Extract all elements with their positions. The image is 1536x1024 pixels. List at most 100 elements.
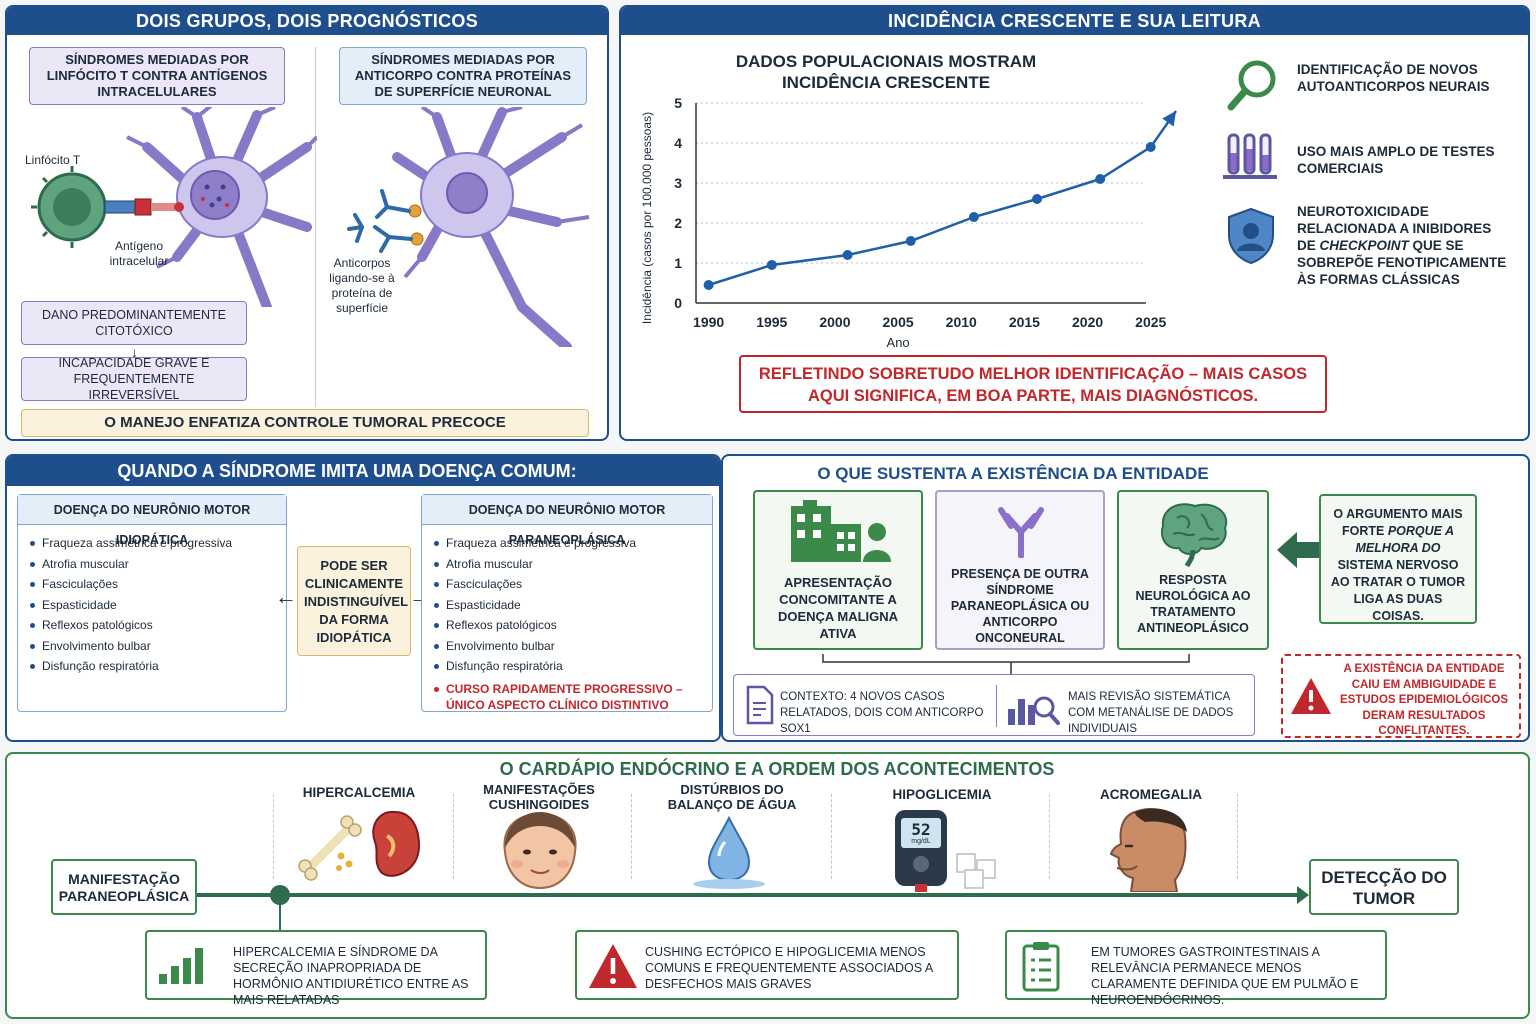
x-tick-label: 2000 bbox=[819, 314, 850, 330]
antibody-icon bbox=[998, 507, 1044, 558]
paraneoplastic-mnd-card: DOENÇA DO NEURÔNIO MOTOR PARANEOPLÁSICA … bbox=[421, 494, 713, 712]
antibodies-label: Anticorpos ligando-se à proteína de supe… bbox=[329, 256, 395, 315]
review-text: MAIS REVISÃO SISTEMÁTICA COM METANÁLISE … bbox=[1068, 691, 1234, 735]
ambiguity-warning: A EXISTÊNCIA DA ENTIDADE CAIU EM AMBIGUI… bbox=[1281, 654, 1521, 738]
item-hypercalcemia: HIPERCALCEMIA bbox=[302, 785, 416, 800]
evidence-treatment-response: RESPOSTA NEUROLÓGICA AO TRATAMENTO ANTIN… bbox=[1117, 490, 1269, 650]
test-tubes-icon bbox=[1223, 133, 1277, 179]
down-arrow: ↓ bbox=[131, 344, 138, 360]
evidence-malignancy: APRESENTAÇÃO CONCOMITANTE A DOENÇA MALIG… bbox=[753, 490, 923, 650]
reason-checkpoint-toxicity: NEUROTOXICIDADE RELACIONADA A INIBIDORES… bbox=[1297, 203, 1512, 288]
x-tick-label: 2005 bbox=[883, 314, 914, 330]
panel-mimic: QUANDO A SÍNDROME IMITA UMA DOENÇA COMUM… bbox=[5, 454, 721, 742]
panel-title: O CARDÁPIO ENDÓCRINO E A ORDEM DOS ACONT… bbox=[499, 759, 1055, 779]
cushingoid-face-icon bbox=[503, 812, 577, 890]
note-severe-outcomes-text: CUSHING ECTÓPICO E HIPOGLICEMIA MENOS CO… bbox=[645, 945, 933, 991]
divider bbox=[831, 794, 832, 879]
paraneoplastic-manifestation-box: MANIFESTAÇÃO PARANEOPLÁSICA bbox=[51, 859, 197, 915]
evidence-malignancy-text: APRESENTAÇÃO CONCOMITANTE A DOENÇA MALIG… bbox=[777, 575, 899, 641]
data-point bbox=[766, 260, 777, 270]
water-drop-icon bbox=[693, 816, 765, 889]
list-item: Disfunção respiratória bbox=[432, 656, 712, 677]
divider bbox=[453, 794, 454, 879]
cytotoxic-damage-box: DANO PREDOMINANTEMENTE CITOTÓXICO bbox=[21, 301, 247, 345]
data-point bbox=[1145, 142, 1156, 152]
paraneoplastic-symptom-list: Fraqueza assimétrica e progressiva Atrof… bbox=[422, 525, 712, 713]
paraneoplastic-mnd-header: DOENÇA DO NEURÔNIO MOTOR PARANEOPLÁSICA bbox=[422, 495, 712, 547]
identification-note: REFLETINDO SOBRETUDO MELHOR IDENTIFICAÇÃ… bbox=[739, 355, 1327, 413]
evidence-summary-box: CONTEXTO: 4 NOVOS CASOS RELATADOS, DOIS … bbox=[733, 674, 1255, 736]
y-tick-label: 5 bbox=[674, 95, 682, 111]
y-tick-label: 3 bbox=[674, 175, 682, 191]
y-tick-label: 0 bbox=[674, 295, 682, 311]
idiopathic-symptom-list: Fraqueza assimétrica e progressiva Atrof… bbox=[18, 525, 286, 677]
panel-incidence: INCIDÊNCIA CRESCENTE E SUA LEITURA DADOS… bbox=[619, 5, 1530, 441]
left-arrow-icon bbox=[1277, 532, 1319, 568]
evidence-other-syndrome: PRESENÇA DE OUTRA SÍNDROME PARANEOPLÁSIC… bbox=[935, 490, 1105, 650]
reason-checkpoint-text-b: QUE SE SOBREPÕE FENOTIPICAMENTE ÀS FORMA… bbox=[1297, 238, 1507, 287]
panel-endocrine: O CARDÁPIO ENDÓCRINO E A ORDEM DOS ACONT… bbox=[5, 752, 1530, 1019]
data-point bbox=[968, 212, 979, 222]
reason-new-autoantibodies: IDENTIFICAÇÃO DE NOVOS AUTOANTICORPOS NE… bbox=[1297, 62, 1490, 94]
bracket-connector bbox=[822, 654, 1190, 674]
panel-title-text: QUANDO A SÍNDROME IMITA UMA DOENÇA COMUM… bbox=[117, 461, 577, 481]
strongest-argument-box: O ARGUMENTO MAIS FORTE PORQUE A MELHORA … bbox=[1319, 494, 1477, 624]
divider bbox=[631, 794, 632, 879]
analysis-chart-icon bbox=[1008, 696, 1060, 725]
divider bbox=[1237, 794, 1238, 879]
panel-title: INCIDÊNCIA CRESCENTE E SUA LEITURA bbox=[621, 7, 1528, 35]
timeline-arrowhead bbox=[1297, 886, 1309, 904]
data-point bbox=[842, 250, 853, 260]
distinctive-feature: CURSO RAPIDAMENTE PROGRESSIVO – ÚNICO AS… bbox=[432, 681, 712, 713]
divider bbox=[273, 794, 274, 879]
glucose-meter-icon bbox=[895, 810, 996, 892]
panel-title: QUANDO A SÍNDROME IMITA UMA DOENÇA COMUM… bbox=[7, 456, 719, 486]
x-tick-label: 2025 bbox=[1135, 314, 1166, 330]
note-most-reported-text: HIPERCALCEMIA E SÍNDROME DA SECREÇÃO INA… bbox=[233, 945, 469, 1007]
warning-icon bbox=[589, 944, 637, 988]
list-item: Reflexos patológicos bbox=[28, 615, 286, 636]
clipboard-icon bbox=[1022, 942, 1060, 992]
evidence-other-syndrome-text: PRESENÇA DE OUTRA SÍNDROME PARANEOPLÁSIC… bbox=[950, 567, 1090, 645]
disability-box: INCAPACIDADE GRAVE E FREQUENTEMENTE IRRE… bbox=[21, 356, 247, 402]
list-item: Atrofia muscular bbox=[432, 554, 712, 575]
reason-checkpoint-emph: CHECKPOINT bbox=[1319, 238, 1409, 253]
list-item: Envolvimento bulbar bbox=[28, 636, 286, 657]
y-tick-label: 2 bbox=[674, 215, 682, 231]
evidence-treatment-response-text: RESPOSTA NEUROLÓGICA AO TRATAMENTO ANTIN… bbox=[1135, 573, 1251, 635]
list-item: Fraqueza assimétrica e progressiva bbox=[432, 533, 712, 554]
divider bbox=[315, 47, 316, 407]
shield-person-icon bbox=[1228, 207, 1274, 265]
x-tick-label: 2020 bbox=[1072, 314, 1103, 330]
note-gastrointestinal-text: EM TUMORES GASTROINTESTINAIS A RELEVÂNCI… bbox=[1091, 945, 1359, 1007]
chart-title: DADOS POPULACIONAIS MOSTRAM INCIDÊNCIA C… bbox=[735, 52, 1037, 92]
panel-title: DOIS GRUPOS, DOIS PROGNÓSTICOS bbox=[7, 7, 607, 35]
bone-kidney-icon bbox=[298, 810, 421, 881]
bar-chart-icon bbox=[159, 948, 203, 984]
list-item: Atrofia muscular bbox=[28, 554, 286, 575]
panel-two-groups: DOIS GRUPOS, DOIS PROGNÓSTICOS SÍNDROMES… bbox=[5, 5, 609, 441]
management-banner: O MANEJO ENFATIZA CONTROLE TUMORAL PRECO… bbox=[21, 409, 589, 437]
reason-commercial-tests: USO MAIS AMPLO DE TESTES COMERCIAIS bbox=[1297, 144, 1495, 176]
list-item: Fasciculações bbox=[432, 574, 712, 595]
acromegaly-face-icon bbox=[1109, 808, 1187, 892]
idiopathic-mnd-card: DOENÇA DO NEURÔNIO MOTOR IDIOPÁTICA Fraq… bbox=[17, 494, 287, 712]
item-water-balance: DISTÚRBIOS DO BALANÇO DE ÁGUA bbox=[667, 782, 797, 812]
indistinguishable-box: PODE SER CLINICAMENTE INDISTINGUÍVEL DA … bbox=[297, 546, 411, 656]
t-cell-label: Linfócito T bbox=[25, 153, 81, 167]
timeline-connector bbox=[279, 904, 281, 930]
x-axis-label: Ano bbox=[887, 335, 910, 350]
t-cell-syndromes-box: SÍNDROMES MEDIADAS POR LINFÓCITO T CONTR… bbox=[29, 47, 285, 105]
panel-entity: O QUE SUSTENTA A EXISTÊNCIA DA ENTIDADE … bbox=[721, 454, 1530, 742]
y-tick-label: 1 bbox=[674, 255, 682, 271]
data-point bbox=[1032, 194, 1043, 204]
x-tick-label: 1990 bbox=[693, 314, 724, 330]
reason-checkpoint-text-a: NEUROTOXICIDADE RELACIONADA A INIBIDORES… bbox=[1297, 204, 1492, 253]
note-gastrointestinal: EM TUMORES GASTROINTESTINAIS A RELEVÂNCI… bbox=[1005, 930, 1387, 1007]
item-cushingoid: MANIFESTAÇÕES CUSHINGOIDES bbox=[483, 782, 595, 812]
document-icon bbox=[746, 685, 774, 725]
glucose-unit: mg/dL bbox=[911, 838, 931, 845]
timeline-line bbox=[197, 893, 1305, 897]
trend-arrowhead bbox=[1162, 111, 1176, 127]
y-axis-label: Incidência (casos por 100.000 pessoas) bbox=[640, 112, 654, 324]
